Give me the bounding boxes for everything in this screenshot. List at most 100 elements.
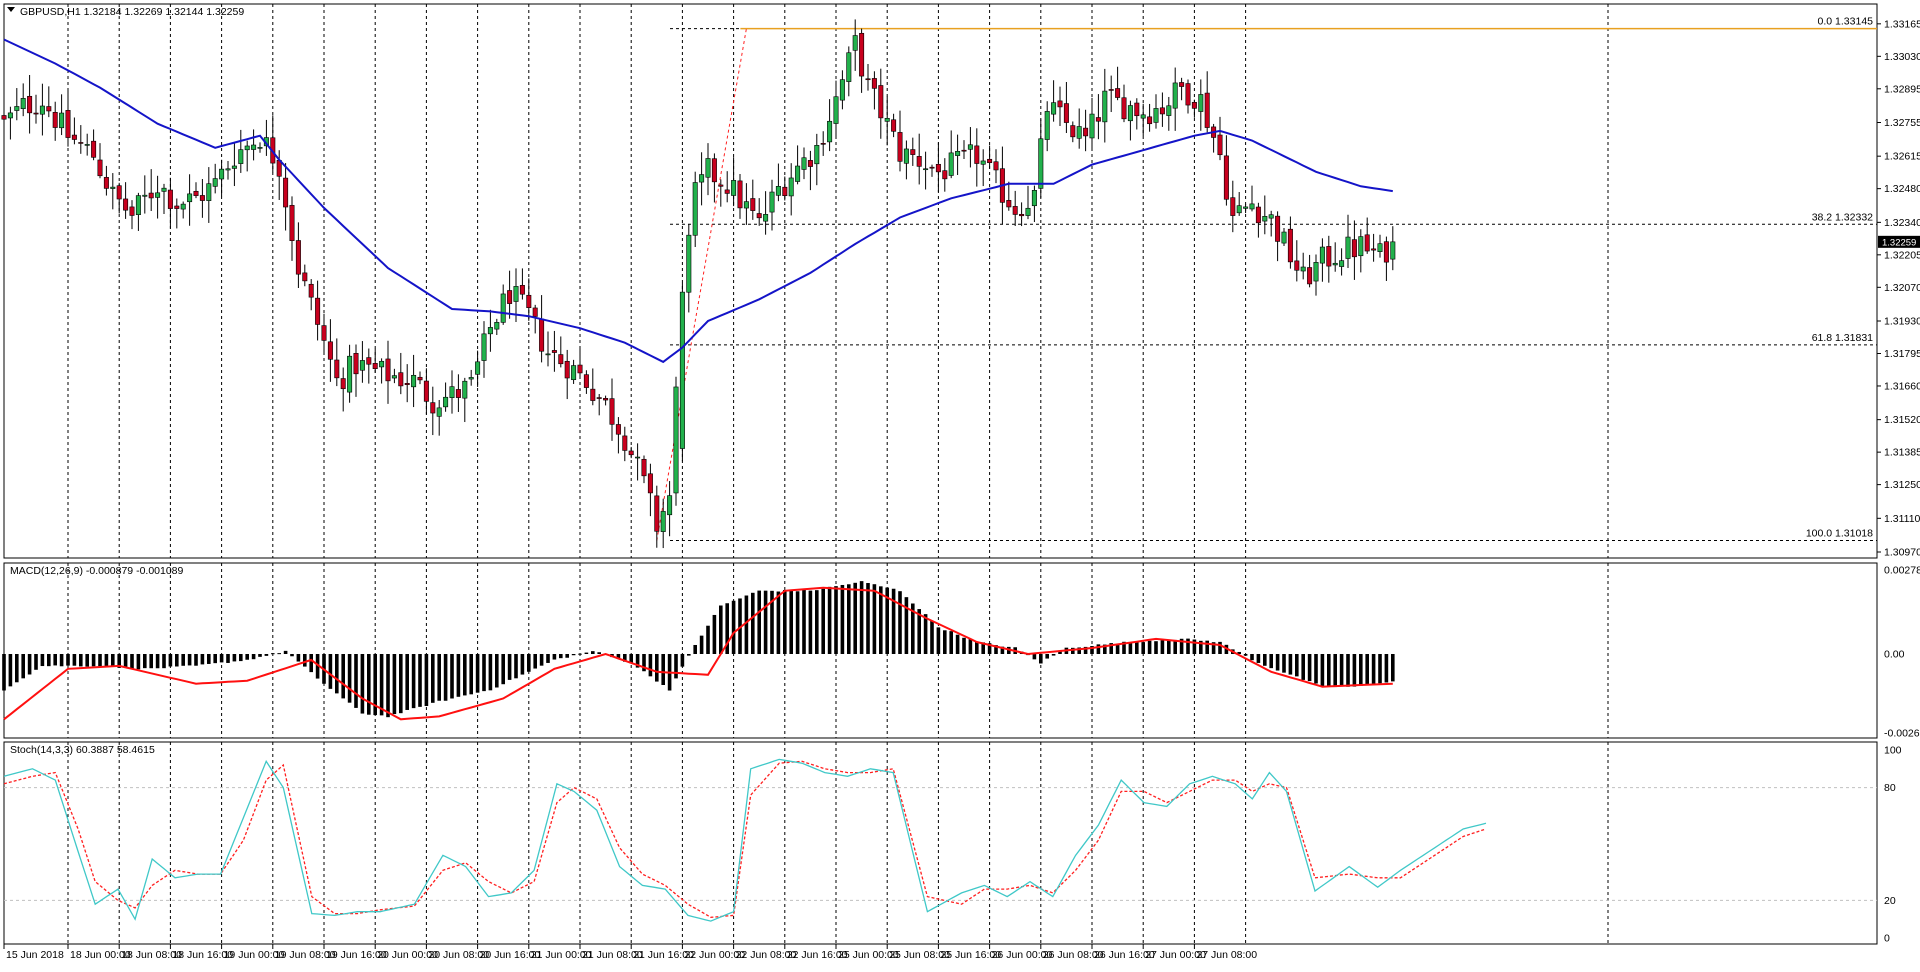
macd-pane[interactable] <box>3 562 1878 739</box>
candle-body <box>340 378 346 390</box>
candle-body <box>97 159 103 177</box>
macd-histogram-bar <box>1218 641 1222 654</box>
macd-histogram-bar <box>891 588 896 654</box>
macd-histogram-bar <box>763 590 768 654</box>
macd-histogram-bar <box>635 654 640 668</box>
macd-histogram-bar <box>936 627 941 654</box>
macd-histogram-bar <box>443 654 448 701</box>
candle-body <box>20 98 26 109</box>
macd-histogram-bar <box>1122 641 1126 654</box>
candle-body <box>468 377 474 380</box>
candle-body <box>1019 213 1025 217</box>
macd-histogram-bar <box>693 644 697 654</box>
candle-body <box>987 158 993 164</box>
price-axis-label: 1.31110 <box>1884 513 1920 525</box>
macd-histogram-bar <box>930 620 934 654</box>
time-axis-label: 27 Jun 08:00 <box>1196 949 1257 961</box>
candle-body <box>321 325 327 341</box>
stoch-axis-label: 80 <box>1884 782 1896 794</box>
macd-histogram-bar <box>8 654 13 687</box>
macd-histogram-bar <box>571 654 576 656</box>
candle-body <box>1339 260 1345 267</box>
candle-body <box>180 203 186 210</box>
candle-body <box>545 353 551 356</box>
price-axis-label: 1.31385 <box>1884 447 1920 459</box>
price-axis-label: 1.32070 <box>1884 282 1920 294</box>
candle-body <box>577 364 583 374</box>
stoch-pane[interactable] <box>3 741 1878 945</box>
macd-indicator <box>2 581 1395 721</box>
macd-histogram-bar <box>219 654 224 663</box>
candle-body <box>91 140 97 158</box>
candle-body <box>1038 138 1044 189</box>
macd-histogram-bar <box>1096 644 1101 654</box>
candle-body <box>1006 200 1012 208</box>
candle-body <box>769 191 775 213</box>
candle-body <box>929 166 935 169</box>
time-axis-label: 19 Jun 00:00 <box>224 949 285 961</box>
macd-histogram-bar <box>1173 639 1177 654</box>
macd-histogram-bar <box>597 652 601 654</box>
candle-body <box>1198 94 1204 112</box>
candle-body <box>33 112 39 115</box>
macd-histogram-bar <box>968 638 973 654</box>
price-pane[interactable] <box>3 3 1878 559</box>
grid-lines <box>4 4 1877 944</box>
macd-histogram-bar <box>488 654 493 691</box>
candle-body <box>654 495 660 532</box>
candle-body <box>859 32 865 77</box>
macd-histogram-bar <box>1243 654 1248 656</box>
macd-histogram-bar <box>130 654 134 669</box>
macd-histogram-bar <box>1384 654 1389 683</box>
candle-body <box>980 160 986 165</box>
macd-histogram-bar <box>1135 641 1139 654</box>
macd-histogram-bar <box>712 614 717 654</box>
macd-histogram-bar <box>975 641 979 654</box>
candle-body <box>897 132 903 162</box>
macd-histogram-bar <box>738 598 742 654</box>
candle-body <box>596 397 602 399</box>
candle-body <box>1159 107 1165 115</box>
candle-body <box>289 205 295 241</box>
macd-histogram-bar <box>719 605 723 654</box>
candle-body <box>1390 241 1396 260</box>
price-axis-label: 1.31250 <box>1884 479 1920 491</box>
macd-histogram-bar <box>751 592 755 654</box>
candle-body <box>961 149 967 152</box>
candle-body <box>583 374 589 388</box>
macd-histogram-bar <box>79 654 83 667</box>
macd-histogram-bar <box>744 595 749 654</box>
macd-histogram-bar <box>47 654 51 667</box>
candle-body <box>372 363 378 369</box>
macd-histogram-bar <box>315 654 320 679</box>
macd-histogram-bar <box>699 635 704 654</box>
candle-body <box>923 168 929 171</box>
macd-histogram-bar <box>21 654 25 679</box>
macd-histogram-bar <box>27 654 32 675</box>
candle-body <box>123 198 129 211</box>
price-axis-label: 1.32895 <box>1884 83 1920 95</box>
candle-body <box>65 110 71 138</box>
price-axis-label: 1.32480 <box>1884 183 1920 195</box>
fibonacci-retracement[interactable]: 0.0 1.33145 38.2 1.32332 61.8 1.31831 100.0… <box>656 16 1877 541</box>
macd-histogram-bar <box>181 654 185 666</box>
candle-body <box>692 182 698 236</box>
candle-body <box>1243 206 1249 209</box>
candle-body <box>59 112 65 129</box>
macd-histogram-bar <box>1032 654 1037 660</box>
macd-histogram-bar <box>303 654 307 667</box>
macd-histogram-bar <box>1083 646 1088 654</box>
candle-body <box>788 177 794 197</box>
macd-histogram-bar <box>1307 654 1312 682</box>
candle-body <box>955 151 961 156</box>
candle-body <box>718 184 724 187</box>
macd-histogram-bar <box>59 654 64 667</box>
current-price-label: 1.32259 <box>1882 237 1916 248</box>
macd-histogram-bar <box>955 634 960 654</box>
macd-histogram-bar <box>175 654 179 667</box>
candle-body <box>539 318 545 352</box>
macd-histogram-bar <box>399 654 403 714</box>
macd-histogram-bar <box>392 654 397 715</box>
symbol-menu-icon[interactable] <box>7 7 15 12</box>
